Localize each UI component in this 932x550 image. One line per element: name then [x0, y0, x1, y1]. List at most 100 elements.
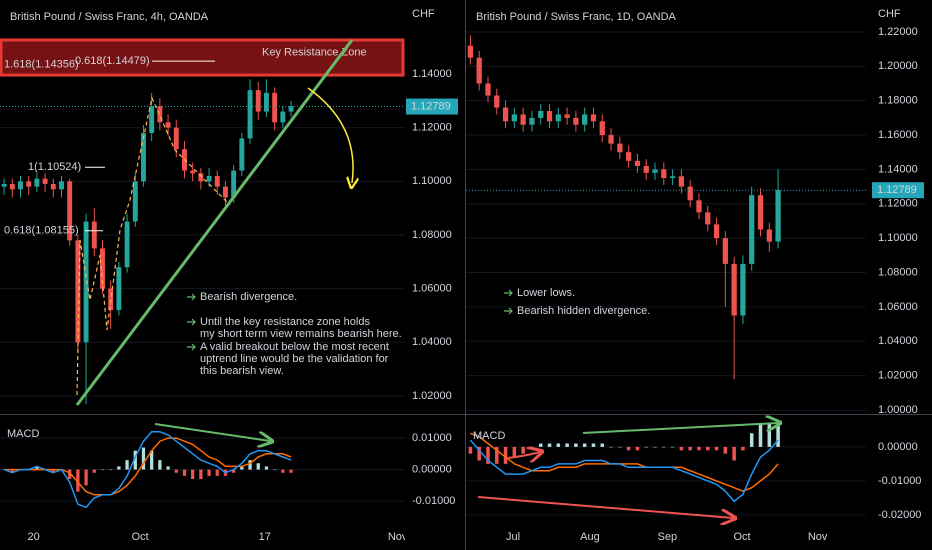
- candle-body: [529, 117, 535, 125]
- candle-body: [705, 212, 711, 225]
- candle-body: [288, 106, 294, 112]
- histogram-bar: [76, 469, 80, 492]
- axis-label: CHF: [412, 8, 435, 20]
- histogram-bar: [199, 469, 203, 480]
- divergence-line: [582, 423, 778, 434]
- note-arrow: [504, 307, 513, 315]
- histogram-bar: [503, 446, 508, 464]
- zone-label: Key Resistance Zone: [262, 46, 367, 58]
- candle-body: [108, 288, 114, 311]
- y-tick-label: -0.02000: [878, 509, 921, 521]
- histogram-bar: [732, 446, 736, 461]
- x-axis: 20 Oct 17 Nov: [27, 531, 405, 543]
- histogram-bar: [547, 443, 552, 447]
- histogram-bar: [635, 446, 640, 451]
- histogram-bar: [714, 446, 719, 451]
- indicator-title: MACD: [473, 430, 505, 442]
- y-tick-label: 1.12000: [412, 122, 452, 134]
- histogram-bar: [776, 423, 780, 447]
- candle-body: [661, 169, 667, 178]
- candle-body: [757, 195, 764, 230]
- chart-title: British Pound / Swiss Franc, 4h, OANDA: [10, 11, 209, 23]
- candle-body: [75, 240, 81, 343]
- candle-body: [100, 248, 105, 289]
- histogram-bar: [92, 469, 96, 473]
- histogram-bar: [679, 446, 684, 451]
- x-tick-label: Jul: [506, 531, 520, 543]
- histogram-bar: [600, 443, 605, 447]
- histogram-bar: [150, 450, 154, 470]
- histogram-bar: [723, 446, 728, 454]
- candle-body: [272, 92, 278, 123]
- candle-body: [590, 114, 597, 122]
- candle-body: [669, 176, 676, 178]
- y-tick-label: 1.04000: [412, 336, 452, 348]
- note-arrow: [187, 318, 196, 326]
- candle-body: [511, 114, 517, 122]
- candle-body: [50, 184, 56, 190]
- y-tick-label: -0.01000: [878, 475, 921, 487]
- candle-body: [173, 127, 179, 150]
- candle-body: [678, 176, 685, 187]
- histogram-bar: [574, 443, 578, 447]
- histogram-bar: [141, 447, 146, 470]
- last-price-tag: [406, 98, 458, 115]
- histogram-bar: [582, 443, 587, 447]
- candle-body: [42, 178, 48, 185]
- candle-body: [34, 178, 40, 187]
- x-tick-label: Nov: [808, 531, 828, 543]
- fib-label: 0.618(1.14479): [75, 55, 150, 67]
- pane: [0, 38, 405, 404]
- pane: [466, 31, 866, 411]
- histogram-bar: [662, 446, 666, 448]
- histogram-bar: [468, 446, 473, 454]
- pane: [0, 431, 405, 509]
- histogram-bar: [133, 450, 137, 470]
- histogram-bar: [609, 446, 613, 448]
- candle-body: [149, 106, 155, 134]
- histogram-bar: [688, 446, 692, 451]
- y-tick-label: 0.00000: [412, 463, 452, 475]
- histogram-bar: [207, 469, 211, 476]
- divergence-arrow: [507, 452, 540, 458]
- histogram-bar: [174, 469, 178, 473]
- candle-body: [494, 95, 500, 108]
- histogram-bar: [706, 446, 710, 451]
- histogram-bar: [670, 446, 675, 448]
- candle-body: [83, 221, 89, 343]
- note-text: A valid breakout below the most recent: [200, 341, 389, 353]
- histogram-bar: [521, 446, 525, 454]
- candle-body: [231, 170, 237, 198]
- candle-body: [599, 121, 605, 136]
- y-tick-label: 1.10000: [878, 232, 918, 244]
- divergence-line: [154, 423, 270, 441]
- note-arrow: [187, 343, 196, 351]
- candle-body: [91, 221, 97, 249]
- note-arrow: [504, 289, 513, 297]
- candle-body: [157, 106, 163, 123]
- x-tick-label: Aug: [580, 531, 600, 543]
- resistance-zone: [0, 38, 405, 77]
- note-text: this bearish view.: [200, 365, 284, 377]
- histogram-bar: [618, 446, 622, 448]
- y-tick-label: 1.20000: [878, 60, 918, 72]
- candle-body: [198, 173, 204, 182]
- macd-line: [3, 431, 292, 509]
- candle-body: [124, 221, 130, 268]
- histogram-bar: [109, 469, 113, 471]
- histogram-bar: [191, 469, 195, 480]
- histogram-bar: [117, 466, 121, 470]
- last-price-label: 1.12789: [877, 184, 917, 196]
- histogram-bar: [158, 460, 162, 470]
- fib-label: 1(1.10524): [28, 161, 81, 173]
- note-text: Lower lows.: [517, 287, 575, 299]
- candle-body: [9, 184, 15, 190]
- candle-body: [502, 107, 509, 122]
- y-tick-label: 1.14000: [412, 68, 452, 80]
- histogram-bar: [591, 443, 596, 447]
- note-text: Bearish hidden divergence.: [517, 305, 650, 317]
- histogram-bar: [530, 446, 534, 448]
- x-tick-label: Oct: [132, 531, 149, 543]
- x-tick-label: Oct: [733, 531, 750, 543]
